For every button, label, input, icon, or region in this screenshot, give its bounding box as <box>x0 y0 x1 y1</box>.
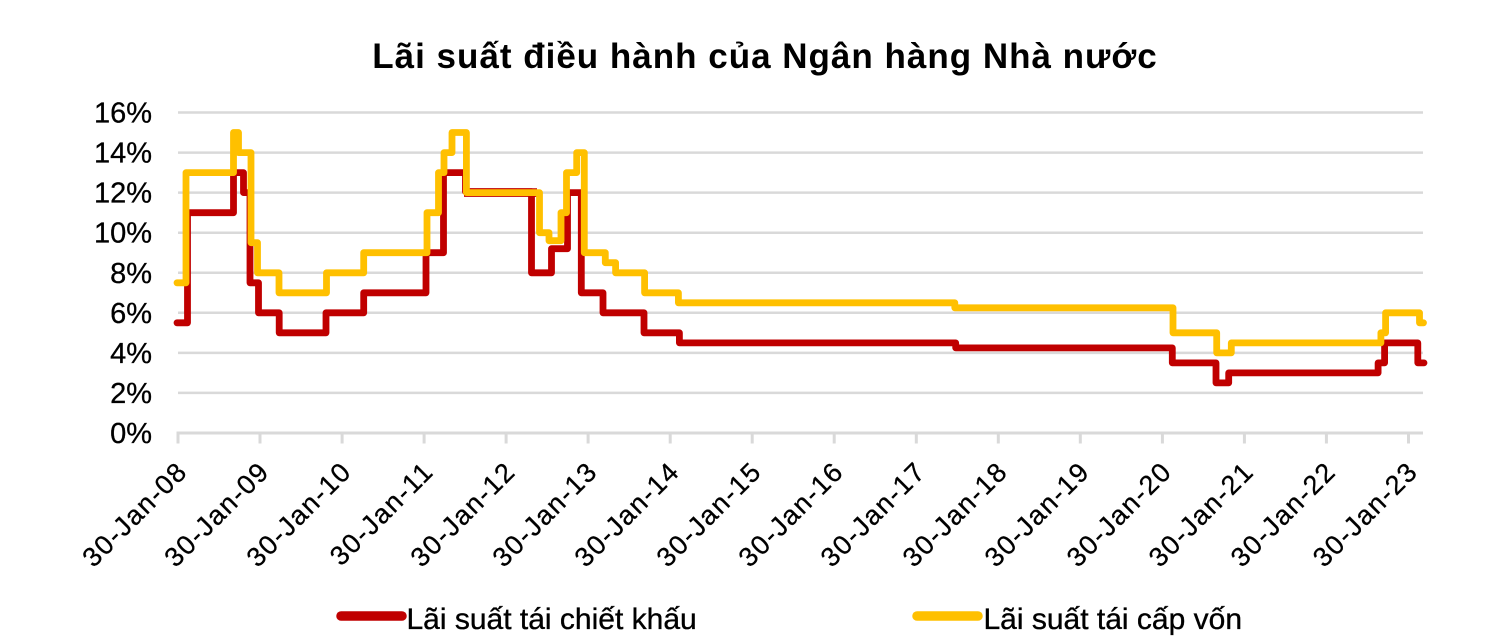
svg-text:12%: 12% <box>94 178 152 210</box>
svg-text:4%: 4% <box>110 338 152 370</box>
svg-text:Lãi suất tái cấp vốn: Lãi suất tái cấp vốn <box>984 603 1243 636</box>
svg-text:Lãi suất điều hành của Ngân hà: Lãi suất điều hành của Ngân hàng Nhà nướ… <box>372 37 1158 76</box>
svg-text:Lãi suất tái chiết khấu: Lãi suất tái chiết khấu <box>407 603 697 636</box>
svg-text:2%: 2% <box>110 378 152 410</box>
svg-text:10%: 10% <box>94 218 152 250</box>
svg-text:0%: 0% <box>110 418 152 450</box>
svg-text:14%: 14% <box>94 138 152 170</box>
svg-text:6%: 6% <box>110 298 152 330</box>
svg-text:16%: 16% <box>94 98 152 130</box>
svg-text:8%: 8% <box>110 258 152 290</box>
